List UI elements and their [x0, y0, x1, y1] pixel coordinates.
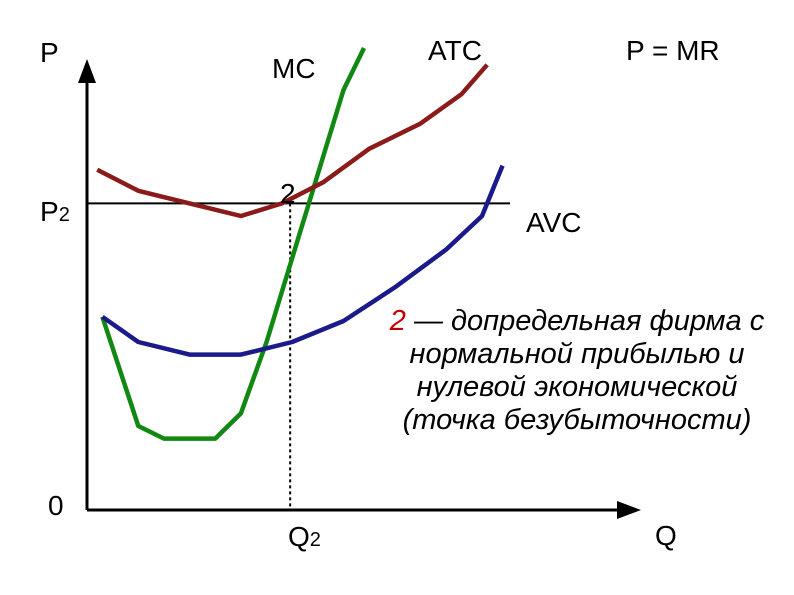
point-2-label: 2 [280, 178, 296, 209]
mc-curve [100, 47, 367, 441]
q2-label: Q2 [288, 521, 321, 552]
avc-curve [101, 164, 505, 357]
mc-label: MC [272, 53, 316, 84]
origin-label: 0 [48, 490, 64, 521]
atc-curve [96, 63, 489, 219]
annotation-body: — допредельная фирма с нормальной прибыл… [402, 305, 765, 436]
p2-label: P2 [40, 196, 70, 227]
avc-label: AVC [526, 207, 582, 238]
x-axis-label: Q [655, 520, 677, 551]
atc-label: ATC [428, 35, 482, 66]
annotation-text: 2 — допредельная фирма с нормальной приб… [372, 305, 782, 437]
y-axis-label: P [40, 37, 59, 68]
price-mr-label: P = MR [626, 35, 720, 66]
annotation-number: 2 [389, 305, 406, 337]
